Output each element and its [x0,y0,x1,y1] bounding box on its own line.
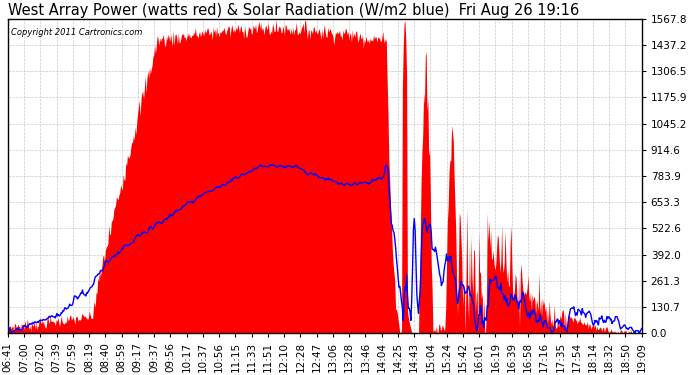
Text: Copyright 2011 Cartronics.com: Copyright 2011 Cartronics.com [11,28,142,38]
Text: West Array Power (watts red) & Solar Radiation (W/m2 blue)  Fri Aug 26 19:16: West Array Power (watts red) & Solar Rad… [8,3,579,18]
